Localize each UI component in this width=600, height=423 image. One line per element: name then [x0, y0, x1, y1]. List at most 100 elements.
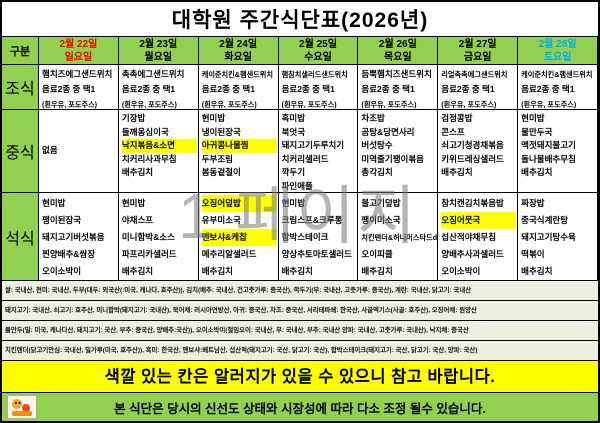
meal-plan-table: 구분 2월 22일 일요일 2월 23일 월요일 2월 24일 화요일 2월 25일 수요일 2월…	[2, 36, 598, 281]
menu-item: 케이준치킨&햄샌드위치	[521, 70, 593, 79]
day-date: 2월 25일	[299, 39, 337, 50]
day-weekday: 목요일	[384, 52, 412, 63]
menu-item: 배추김치	[361, 266, 393, 276]
menu-item: 키위드레싱샐러드	[441, 153, 504, 164]
menu-item: 햄치즈에그샌드위치	[42, 69, 113, 79]
menu-item: 북엇국	[281, 126, 306, 137]
menu-item-highlighted: 낙지볶음&소면	[121, 139, 197, 153]
meal-row-label: 석식	[2, 193, 39, 281]
menu-item: 배추김치	[281, 266, 313, 276]
menu-item: 음료2종 중 택1	[42, 84, 96, 94]
menu-item: 콘스프	[441, 126, 465, 137]
menu-item: 들깨옹심이국	[121, 126, 169, 137]
menu-item: (흰우유, 포도주스)	[361, 100, 417, 109]
menu-item-highlighted: 멘보샤&케찹	[201, 229, 277, 246]
menu-item: 양상추토마토샐러드	[281, 249, 352, 259]
menu-item: 봄동겉절이	[201, 167, 241, 178]
footer-banner: 본 식단은 당시의 신선도 상태와 시장성에 따라 다소 조정 될수 있습니다.	[2, 393, 598, 421]
menu-item: 액젓돼지불고기	[521, 140, 576, 151]
menu-item-highlighted: 오징어덮밥	[201, 195, 277, 212]
day-header: 2월 25일 수요일	[278, 37, 359, 65]
menu-item: 음료2종 중 택1	[281, 84, 335, 94]
menu-item: 차조밥	[361, 113, 385, 123]
menu-cell: 현미밥 크림스프&크루통 함박스테이크 양상추토마토샐러드 배추김치	[278, 193, 359, 281]
day-header: 2월 27일 금요일	[438, 37, 519, 65]
menu-item: 없음	[42, 145, 58, 156]
meal-row-label-text: 중식	[5, 145, 35, 162]
menu-item: 찐양배추&쌈장	[42, 249, 96, 259]
menu-item: 메추리알샐러드	[201, 249, 257, 259]
menu-item: 총각김치	[361, 167, 393, 178]
menu-item: 음료2종 중 택1	[521, 84, 575, 94]
menu-cell: 기장밥 들깨옹심이국 낙지볶음&소면 치커리사과무침 배추김치	[118, 110, 199, 193]
menu-item: 미역줄기팽이볶음	[361, 153, 424, 164]
footer-notice-text: 본 식단은 당시의 신선도 상태와 시장성에 따라 다소 조정 될수 있습니다.	[114, 401, 486, 416]
menu-item: 유부미소국	[201, 215, 241, 225]
menu-item: 현미밥	[521, 113, 545, 123]
menu-item: 기장밥	[121, 113, 146, 123]
menu-item-highlighted: 아귀콩나물찜	[201, 139, 277, 153]
menu-item: (흰우유, 포도주스)	[441, 100, 497, 109]
menu-item: 버섯탕수	[361, 140, 393, 151]
menu-item: 짜장밥	[521, 198, 545, 208]
menu-cell: 햄참치샐러드샌드위치 음료2종 중 택1 (흰우유, 포도주스)	[278, 65, 359, 110]
day-header: 2월 22일 일요일	[39, 37, 119, 65]
menu-item: 오이피클	[361, 249, 393, 259]
menu-item: 돼지고기두루치기	[281, 140, 345, 151]
menu-cell: 흑미밥 북엇국 돼지고기두루치기 치커리샐러드 깍두기 파인애플	[278, 110, 359, 193]
menu-cell: 현미밥 냉이된장국 아귀콩나물찜 두부조림 봄동겉절이	[198, 110, 279, 193]
day-header: 2월 23일 월요일	[118, 37, 199, 65]
menu-cell: 검정콩밥 콘스프 쇠고기청경채볶음 키위드레싱샐러드 배추김치	[438, 110, 519, 193]
menu-item: 돼지고기탕수육	[521, 232, 576, 242]
menu-cell: 불고기덮밥 팽이미소국 치킨텐더&허니머스타드d 오이피클 배추김치	[358, 193, 439, 281]
menu-item: 파인애플	[281, 180, 313, 191]
menu-item: 리얼촉촉에그샌드위치	[441, 70, 508, 79]
menu-item: 배추김치	[521, 167, 553, 178]
menu-item: 듬뿍햄치즈샌드위치	[361, 69, 432, 79]
menu-item: 크림스프&크루통	[281, 215, 343, 225]
menu-item: 치킨텐더&허니머스타드d	[361, 233, 438, 242]
origin-note-row: 물만두(밀: 미국, 캐나다산, 돼지고기: 국산, 부추: 중국산, 양배추:…	[2, 321, 598, 341]
menu-item: 현미밥	[201, 113, 226, 123]
menu-cell: 오징어덮밥 유부미소국 멘보샤&케찹 메추리알샐러드 배추김치	[198, 193, 279, 281]
menu-item: 흑미밥	[281, 113, 306, 123]
menu-item: 파프리카샐러드	[121, 249, 177, 259]
menu-item: 촉촉에그샌드위치	[121, 69, 185, 79]
day-weekday: 화요일	[224, 52, 252, 63]
menu-item: 돌나물배추무침	[521, 153, 576, 164]
menu-item: 함박스테이크	[281, 232, 329, 242]
day-date: 2월 26일	[378, 39, 417, 50]
menu-cell: 케이준치킨&햄샌드위치 음료2종 중 택1 (흰우유, 포도주스)	[518, 65, 598, 110]
menu-item: (흰우유, 포도주스)	[42, 100, 98, 109]
menu-cell: 케이준치킨&햄샌드위치 음료2종 중 택1 (흰우유, 포도주스)	[198, 65, 279, 110]
origin-note-row: 돼지고기: 국내산, 쇠고기: 호주산, 미니함박(돼지고기: 국내산), 북어…	[2, 301, 598, 321]
day-weekday: 금요일	[463, 52, 492, 63]
day-header: 2월 28일 토요일	[518, 37, 598, 65]
menu-cell: 참치캔김치볶음밥 오징어뭇국 섭산적야채무침 양배추사과샐러드 오이소박이	[438, 193, 519, 281]
menu-item: 팽이된장국	[42, 215, 82, 225]
menu-item: 야채스프	[121, 215, 154, 225]
menu-item: 냉이된장국	[201, 126, 241, 137]
menu-item: 배추김치	[121, 167, 154, 178]
menu-item: 섭산적야채무침	[441, 232, 497, 242]
origin-note-row: 쌀: 국내산, 현미: 국내산, 두부(대두: 외국산(:미국, 캐나다, 호주…	[2, 281, 598, 301]
day-header: 2월 24일 화요일	[198, 37, 279, 65]
corner-label: 구분	[2, 37, 39, 65]
day-date: 2월 23일	[139, 39, 178, 50]
menu-item: 음료2종 중 택1	[441, 84, 495, 94]
menu-item: (흰우유, 포도주스)	[281, 100, 337, 109]
day-weekday: 일요일	[64, 52, 93, 63]
meal-row-label-text: 조식	[5, 81, 35, 98]
menu-item: 오이소박이	[42, 266, 82, 276]
menu-item: 물만두국	[521, 126, 553, 137]
menu-item: 배추김치	[121, 266, 154, 276]
menu-item: (흰우유, 포도주스)	[201, 100, 257, 109]
menu-item: 음료2종 중 택1	[361, 84, 415, 94]
menu-item: 참치캔김치볶음밥	[441, 198, 504, 208]
menu-item: 곰탕&당면사리	[361, 126, 415, 137]
